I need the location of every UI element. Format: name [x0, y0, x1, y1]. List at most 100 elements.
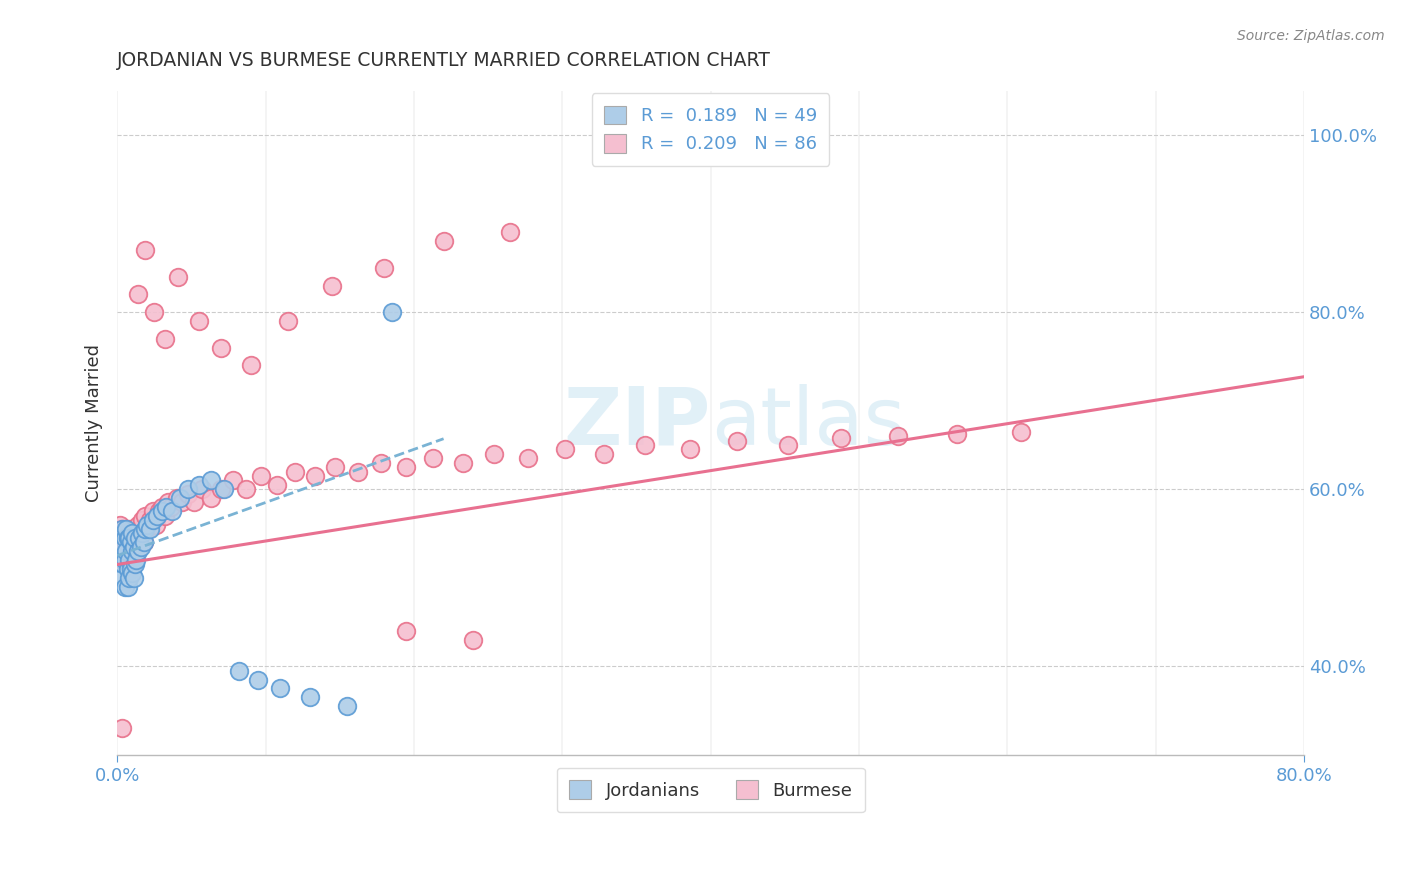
Point — [142, 504, 165, 518]
Y-axis label: Currently Married: Currently Married — [86, 343, 103, 502]
Point — [247, 673, 270, 687]
Point — [679, 442, 702, 457]
Point — [115, 544, 138, 558]
Point — [124, 531, 146, 545]
Point — [250, 469, 273, 483]
Point — [121, 526, 143, 541]
Point — [190, 482, 212, 496]
Point — [886, 429, 908, 443]
Point — [112, 531, 135, 545]
Point — [634, 438, 657, 452]
Point — [120, 535, 142, 549]
Point — [124, 531, 146, 545]
Point — [222, 474, 245, 488]
Point — [127, 517, 149, 532]
Point — [115, 553, 138, 567]
Point — [146, 508, 169, 523]
Point — [108, 517, 131, 532]
Point — [277, 314, 299, 328]
Point — [121, 544, 143, 558]
Point — [148, 504, 170, 518]
Point — [132, 535, 155, 549]
Point — [159, 500, 181, 514]
Point — [143, 305, 166, 319]
Point — [117, 531, 139, 545]
Text: JORDANIAN VS BURMESE CURRENTLY MARRIED CORRELATION CHART: JORDANIAN VS BURMESE CURRENTLY MARRIED C… — [117, 51, 770, 70]
Point — [114, 540, 136, 554]
Point — [266, 477, 288, 491]
Point — [112, 558, 135, 572]
Point — [212, 482, 235, 496]
Point — [114, 580, 136, 594]
Point — [381, 305, 404, 319]
Point — [187, 477, 209, 491]
Point — [323, 460, 346, 475]
Point — [299, 690, 322, 705]
Point — [167, 269, 190, 284]
Point — [177, 486, 200, 500]
Point — [117, 580, 139, 594]
Point — [134, 522, 156, 536]
Point — [592, 447, 614, 461]
Point — [235, 482, 257, 496]
Point — [115, 531, 138, 545]
Point — [127, 287, 149, 301]
Point — [134, 508, 156, 523]
Point — [499, 226, 522, 240]
Point — [120, 562, 142, 576]
Point — [395, 624, 418, 638]
Point — [139, 513, 162, 527]
Point — [129, 540, 152, 554]
Point — [370, 456, 392, 470]
Text: atlas: atlas — [710, 384, 905, 462]
Point — [209, 482, 232, 496]
Point — [121, 522, 143, 536]
Point — [946, 427, 969, 442]
Point — [132, 535, 155, 549]
Point — [776, 438, 799, 452]
Point — [135, 517, 157, 532]
Point — [117, 562, 139, 576]
Point — [169, 491, 191, 505]
Point — [239, 358, 262, 372]
Point — [725, 434, 748, 448]
Point — [129, 522, 152, 536]
Point — [131, 526, 153, 541]
Point — [127, 544, 149, 558]
Point — [284, 465, 307, 479]
Point — [830, 431, 852, 445]
Point — [160, 504, 183, 518]
Point — [145, 517, 167, 532]
Legend: Jordanians, Burmese: Jordanians, Burmese — [557, 768, 865, 813]
Point — [134, 243, 156, 257]
Point — [321, 278, 343, 293]
Point — [183, 495, 205, 509]
Point — [125, 540, 148, 554]
Point — [118, 571, 141, 585]
Point — [118, 553, 141, 567]
Point — [128, 531, 150, 545]
Point — [395, 460, 418, 475]
Point — [121, 566, 143, 581]
Point — [150, 504, 173, 518]
Point — [122, 553, 145, 567]
Point — [114, 531, 136, 545]
Point — [177, 482, 200, 496]
Text: Source: ZipAtlas.com: Source: ZipAtlas.com — [1237, 29, 1385, 43]
Point — [114, 553, 136, 567]
Point — [187, 314, 209, 328]
Point — [482, 447, 505, 461]
Point — [111, 535, 134, 549]
Point — [118, 531, 141, 545]
Point — [120, 535, 142, 549]
Point — [153, 508, 176, 523]
Point — [336, 699, 359, 714]
Point — [1010, 425, 1032, 439]
Point — [111, 522, 134, 536]
Point — [346, 465, 368, 479]
Point — [554, 442, 576, 457]
Point — [209, 341, 232, 355]
Point — [172, 495, 194, 509]
Point — [117, 522, 139, 536]
Point — [156, 495, 179, 509]
